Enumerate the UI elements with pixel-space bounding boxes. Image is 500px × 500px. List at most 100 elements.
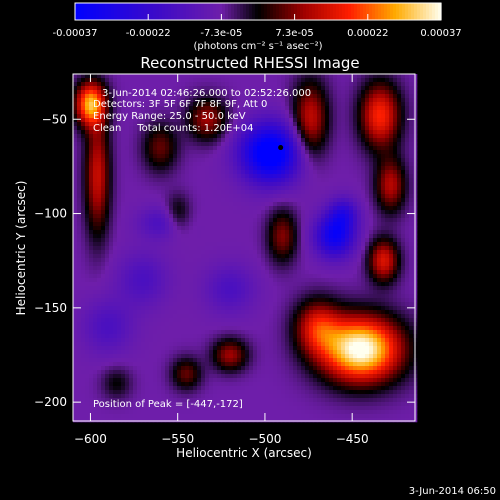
heatmap-cell [277,98,282,103]
heatmap-cell [105,290,110,295]
heatmap-cell [285,178,290,183]
heatmap-cell [273,226,278,231]
heatmap-cell [145,142,150,147]
heatmap-cell [261,294,266,299]
heatmap-cell [189,118,194,123]
heatmap-cell [333,246,338,251]
heatmap-cell [261,246,266,251]
heatmap-cell [165,226,170,231]
heatmap-cell [201,258,206,263]
heatmap-cell [325,90,330,95]
heatmap-cell [125,278,130,283]
heatmap-cell [221,294,226,299]
heatmap-cell [305,262,310,267]
heatmap-cell [317,126,322,131]
heatmap-cell [337,86,342,91]
heatmap-cell [257,198,262,203]
heatmap-cell [369,270,374,275]
heatmap-cell [189,142,194,147]
heatmap-cell [81,194,86,199]
heatmap-cell [341,190,346,195]
heatmap-cell [149,198,154,203]
heatmap-cell [177,74,182,79]
heatmap-cell [149,254,154,259]
heatmap-cell [377,118,382,123]
heatmap-cell [189,94,194,99]
heatmap-cell [365,158,370,163]
heatmap-cell [305,190,310,195]
heatmap-cell [313,230,318,235]
heatmap-cell [377,90,382,95]
heatmap-cell [361,270,366,275]
heatmap-cell [345,206,350,211]
heatmap-cell [73,94,78,99]
heatmap-cell [257,246,262,251]
heatmap-cell [369,166,374,171]
heatmap-cell [153,210,158,215]
heatmap-cell [205,138,210,143]
heatmap-cell [153,114,158,119]
heatmap-cell [253,158,258,163]
heatmap-cell [97,226,102,231]
heatmap-cell [345,190,350,195]
heatmap-cell [97,218,102,223]
heatmap-cell [205,146,210,151]
heatmap-cell [385,274,390,279]
heatmap-cell [133,286,138,291]
heatmap-cell [105,190,110,195]
heatmap-cell [261,226,266,231]
heatmap-cell [289,166,294,171]
heatmap-cell [105,170,110,175]
heatmap-cell [109,206,114,211]
heatmap-cell [393,286,398,291]
heatmap-cell [77,246,82,251]
colorbar-cell [162,3,166,20]
heatmap-cell [145,130,150,135]
heatmap-cell [249,86,254,91]
heatmap-cell [109,266,114,271]
heatmap-cell [185,154,190,159]
heatmap-cell [361,74,366,79]
heatmap-cell [409,146,414,151]
heatmap-cell [253,238,258,243]
heatmap-cell [377,110,382,115]
heatmap-cell [393,226,398,231]
heatmap-cell [149,194,154,199]
colorbar-cell [405,3,409,20]
heatmap-cell [285,218,290,223]
heatmap-cell [381,74,386,79]
heatmap-cell [101,74,106,79]
heatmap-cell [409,106,414,111]
heatmap-cell [73,74,78,79]
heatmap-cell [153,258,158,263]
heatmap-cell [81,118,86,123]
heatmap-cell [257,138,262,143]
heatmap-cell [101,158,106,163]
heatmap-cell [305,174,310,179]
heatmap-cell [117,158,122,163]
heatmap-cell [341,90,346,95]
heatmap-cell [285,78,290,83]
heatmap-cell [109,258,114,263]
heatmap-cell [173,206,178,211]
heatmap-cell [149,122,154,127]
heatmap-cell [389,254,394,259]
heatmap-cell [329,142,334,147]
heatmap-cell [285,110,290,115]
heatmap-cell [381,154,386,159]
heatmap-cell [201,162,206,167]
heatmap-cell [97,110,102,115]
heatmap-cell [125,162,130,167]
heatmap-cell [289,178,294,183]
heatmap-cell [261,206,266,211]
heatmap-cell [257,170,262,175]
heatmap-cell [349,82,354,87]
heatmap-cell [109,278,114,283]
heatmap-cell [189,154,194,159]
heatmap-cell [353,174,358,179]
heatmap-cell [77,126,82,131]
heatmap-cell [409,226,414,231]
heatmap-cell [341,182,346,187]
heatmap-cell [261,162,266,167]
heatmap-cell [73,174,78,179]
